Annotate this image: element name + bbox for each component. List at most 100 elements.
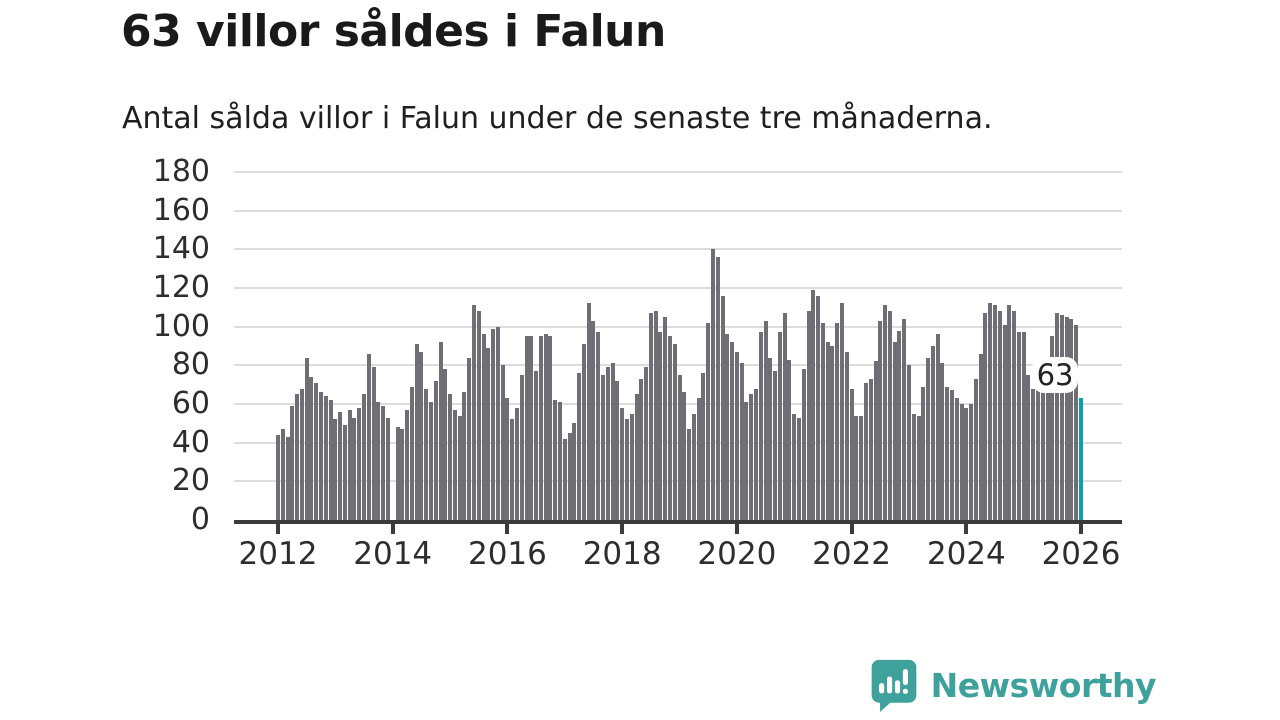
x-tick-label: 2018: [582, 536, 662, 572]
x-tick-mark: [964, 524, 969, 534]
bar: [859, 415, 864, 520]
bar: [280, 429, 285, 520]
bar: [1064, 317, 1069, 520]
gridline: [234, 325, 1122, 328]
bar: [797, 417, 802, 520]
bar: [309, 376, 314, 520]
gridline: [234, 171, 1122, 173]
x-tick-label: 2026: [1041, 536, 1121, 572]
bar: [591, 320, 596, 520]
bar: [911, 413, 916, 520]
bar: [954, 398, 959, 520]
bar: [916, 415, 921, 520]
bar: [295, 394, 300, 520]
bar: [433, 380, 438, 520]
bar: [892, 342, 897, 520]
y-tick-label: 120: [152, 270, 210, 305]
bar: [438, 342, 443, 520]
bar: [567, 433, 572, 520]
highlighted-bar: [1079, 398, 1084, 520]
bar: [806, 311, 811, 520]
bar: [486, 347, 491, 520]
bar: [333, 419, 338, 520]
bar: [1059, 315, 1064, 520]
bar: [897, 330, 902, 520]
bar: [983, 313, 988, 520]
bar: [610, 363, 615, 520]
bar: [682, 392, 687, 520]
bar: [505, 398, 510, 520]
x-tick-label: 2024: [926, 536, 1006, 572]
plot-area: 63: [234, 171, 1122, 524]
bar: [385, 417, 390, 520]
bar: [1045, 369, 1050, 520]
bar: [524, 336, 529, 520]
bar: [849, 388, 854, 520]
bar: [538, 336, 543, 520]
bar: [734, 351, 739, 520]
x-tick-label: 2012: [238, 536, 318, 572]
bar: [476, 311, 481, 520]
newsworthy-logo-icon: [871, 659, 917, 712]
bar: [629, 413, 634, 520]
bar: [510, 419, 515, 520]
x-tick-mark: [1079, 524, 1084, 534]
bar: [667, 336, 672, 520]
bar: [763, 320, 768, 520]
bar: [720, 295, 725, 520]
bar: [811, 289, 816, 520]
bar: [930, 346, 935, 520]
bar: [543, 334, 548, 520]
bar: [405, 409, 410, 520]
bar: [935, 334, 940, 520]
bar: [357, 407, 362, 520]
bar: [381, 405, 386, 520]
bar: [715, 257, 720, 520]
bar: [868, 378, 873, 520]
y-tick-label: 80: [171, 347, 210, 383]
bar: [658, 332, 663, 520]
bar: [844, 351, 849, 520]
bar: [414, 344, 419, 520]
bar: [782, 313, 787, 520]
bar: [323, 396, 328, 520]
bar: [462, 392, 467, 520]
bar: [1021, 332, 1026, 520]
bar: [730, 342, 735, 520]
bar: [342, 425, 347, 520]
bar: [581, 344, 586, 520]
bar: [620, 407, 625, 520]
bar: [1031, 388, 1036, 520]
bar: [1016, 332, 1021, 520]
bar: [993, 305, 997, 520]
bar: [457, 415, 462, 520]
bar: [1074, 324, 1079, 520]
bar: [1069, 318, 1074, 520]
bar: [973, 378, 978, 520]
branding: Newsworthy: [869, 658, 1157, 712]
bar: [687, 429, 692, 520]
bar: [739, 363, 744, 520]
bar: [835, 322, 840, 520]
bar: [304, 357, 309, 520]
bar: [577, 373, 582, 520]
bar: [409, 386, 414, 520]
bar: [558, 402, 563, 520]
y-tick-label: 0: [190, 502, 210, 537]
bar: [347, 409, 352, 520]
bar: [601, 375, 606, 520]
bar: [725, 334, 730, 520]
y-tick-label: 100: [152, 308, 210, 344]
bar: [276, 434, 280, 520]
bar: [285, 436, 290, 520]
bar: [1007, 305, 1012, 520]
bar: [605, 367, 610, 520]
bar: [883, 305, 888, 520]
bar: [1012, 311, 1017, 520]
x-tick-mark: [390, 524, 395, 534]
bar-chart: 0 20 40 60 80 100 120 140 160 180 63 2012 2014 2016…: [152, 155, 1122, 572]
bar: [820, 322, 825, 520]
bar: [696, 398, 701, 520]
bar: [491, 328, 496, 520]
gridline: [234, 209, 1122, 212]
